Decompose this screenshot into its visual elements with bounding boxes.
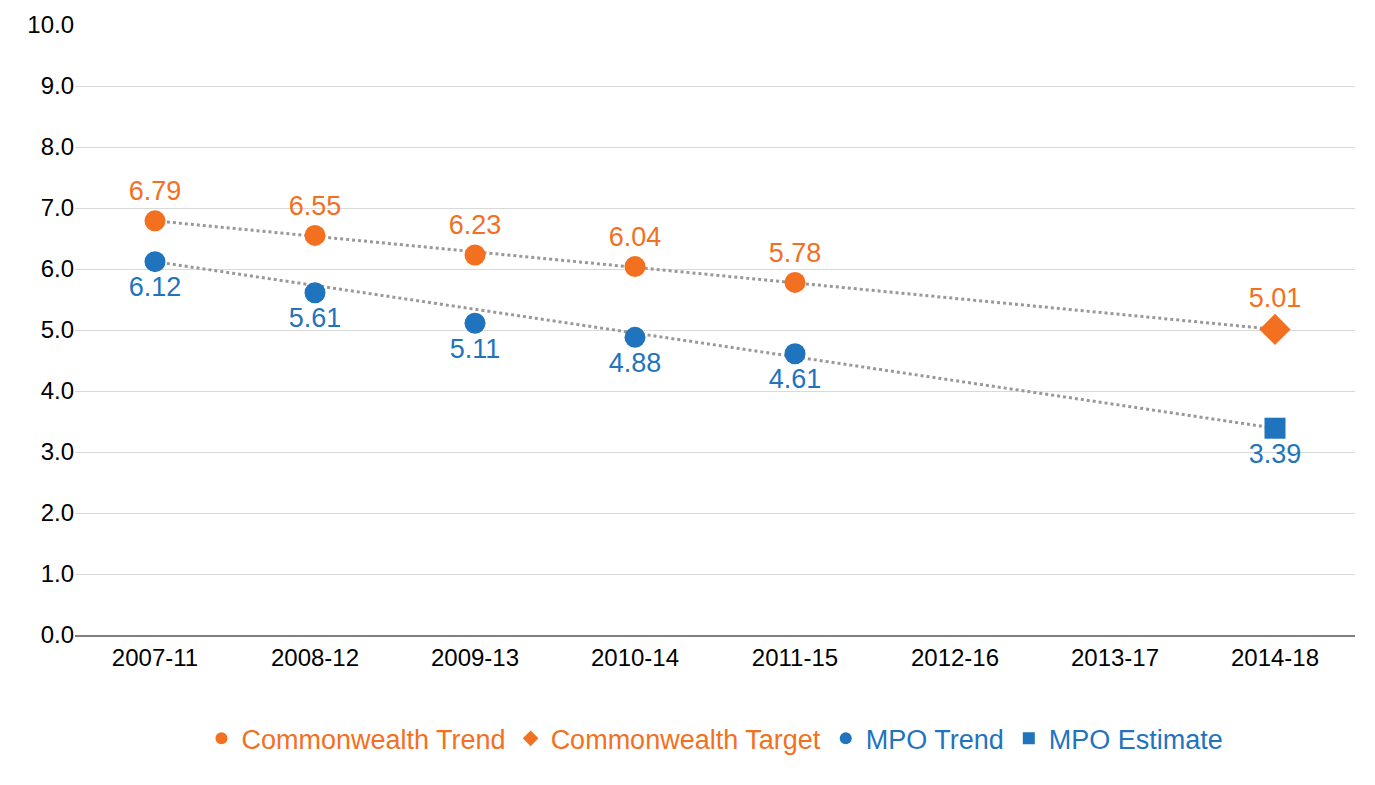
svg-text:Commonwealth Target: Commonwealth Target: [551, 725, 821, 755]
svg-text:2011-15: 2011-15: [752, 644, 838, 671]
svg-text:5.61: 5.61: [289, 303, 342, 333]
svg-text:3.39: 3.39: [1249, 439, 1302, 469]
svg-text:6.0: 6.0: [41, 255, 74, 282]
svg-text:10.0: 10.0: [27, 11, 74, 38]
svg-text:7.0: 7.0: [41, 194, 74, 221]
svg-text:5.01: 5.01: [1249, 283, 1302, 313]
svg-text:2013-17: 2013-17: [1071, 644, 1159, 671]
svg-text:6.55: 6.55: [289, 191, 342, 221]
svg-text:5.0: 5.0: [41, 316, 74, 343]
svg-text:4.0: 4.0: [41, 377, 74, 404]
svg-text:2014-18: 2014-18: [1231, 644, 1319, 671]
svg-text:2009-13: 2009-13: [431, 644, 519, 671]
svg-text:2010-14: 2010-14: [591, 644, 679, 671]
svg-text:8.0: 8.0: [41, 133, 74, 160]
svg-text:1.0: 1.0: [41, 560, 74, 587]
svg-text:Commonwealth Trend: Commonwealth Trend: [242, 725, 506, 755]
svg-text:0.0: 0.0: [41, 621, 74, 648]
svg-text:4.61: 4.61: [769, 364, 822, 394]
svg-text:MPO Estimate: MPO Estimate: [1049, 725, 1223, 755]
svg-text:2007-11: 2007-11: [112, 644, 198, 671]
svg-text:9.0: 9.0: [41, 72, 74, 99]
svg-text:2.0: 2.0: [41, 499, 74, 526]
svg-text:5.11: 5.11: [450, 334, 501, 364]
svg-text:2008-12: 2008-12: [271, 644, 359, 671]
svg-text:6.12: 6.12: [129, 272, 182, 302]
svg-text:5.78: 5.78: [769, 238, 822, 268]
svg-text:MPO Trend: MPO Trend: [866, 725, 1004, 755]
svg-text:2012-16: 2012-16: [911, 644, 999, 671]
svg-text:6.23: 6.23: [449, 210, 502, 240]
svg-text:4.88: 4.88: [609, 348, 662, 378]
svg-text:3.0: 3.0: [41, 438, 74, 465]
svg-text:6.79: 6.79: [129, 176, 182, 206]
svg-text:6.04: 6.04: [609, 222, 662, 252]
